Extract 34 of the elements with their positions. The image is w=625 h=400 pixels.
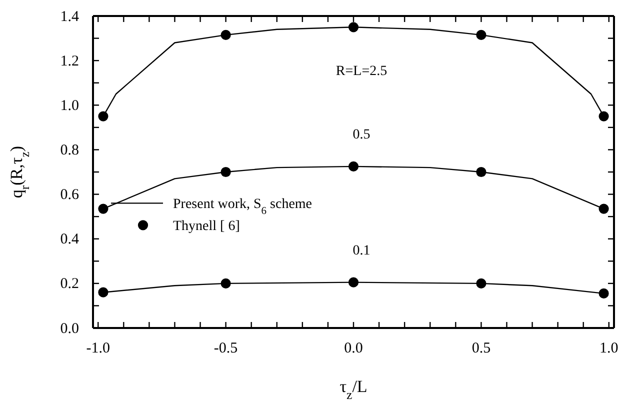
- y-tick-label: 1.4: [60, 8, 80, 25]
- x-tick-label: -0.5: [214, 340, 238, 357]
- annotation: 0.5: [352, 127, 370, 142]
- point: [348, 22, 359, 32]
- point: [476, 30, 486, 40]
- point: [98, 287, 108, 298]
- point: [220, 278, 231, 288]
- point: [98, 111, 108, 122]
- y-tick-label: 0.0: [60, 320, 79, 337]
- annotation: 0.1: [352, 243, 370, 258]
- y-tick-label: 1.2: [60, 53, 79, 70]
- y-tick-label: 1.0: [60, 98, 79, 114]
- y-tick-label: 0.2: [60, 276, 79, 292]
- x-tick-label: -1.0: [86, 340, 110, 357]
- x-tick-label: 0.5: [472, 340, 491, 357]
- point: [598, 111, 609, 122]
- y-tick-label: 0.4: [60, 232, 80, 248]
- legend-label: Present work, S$_{6}$ scheme: [173, 197, 312, 217]
- y-tick-label: 0.8: [60, 142, 79, 159]
- point: [348, 277, 359, 288]
- point: [476, 166, 486, 178]
- point: [220, 166, 231, 178]
- point: [98, 204, 108, 214]
- legend-label: Thynell [ 6]: [173, 219, 240, 234]
- x-tick-label: 0.0: [344, 340, 363, 357]
- point: [220, 30, 231, 40]
- point: [598, 288, 609, 298]
- x-axis-title: τ$_{z}$/L: [340, 377, 368, 400]
- point: [476, 278, 486, 288]
- point: [348, 161, 359, 172]
- y-tick-label: 0.6: [60, 187, 80, 204]
- point: [598, 204, 609, 214]
- annotation: R=L=2.5: [336, 64, 388, 80]
- x-tick-label: 1.0: [600, 340, 618, 357]
